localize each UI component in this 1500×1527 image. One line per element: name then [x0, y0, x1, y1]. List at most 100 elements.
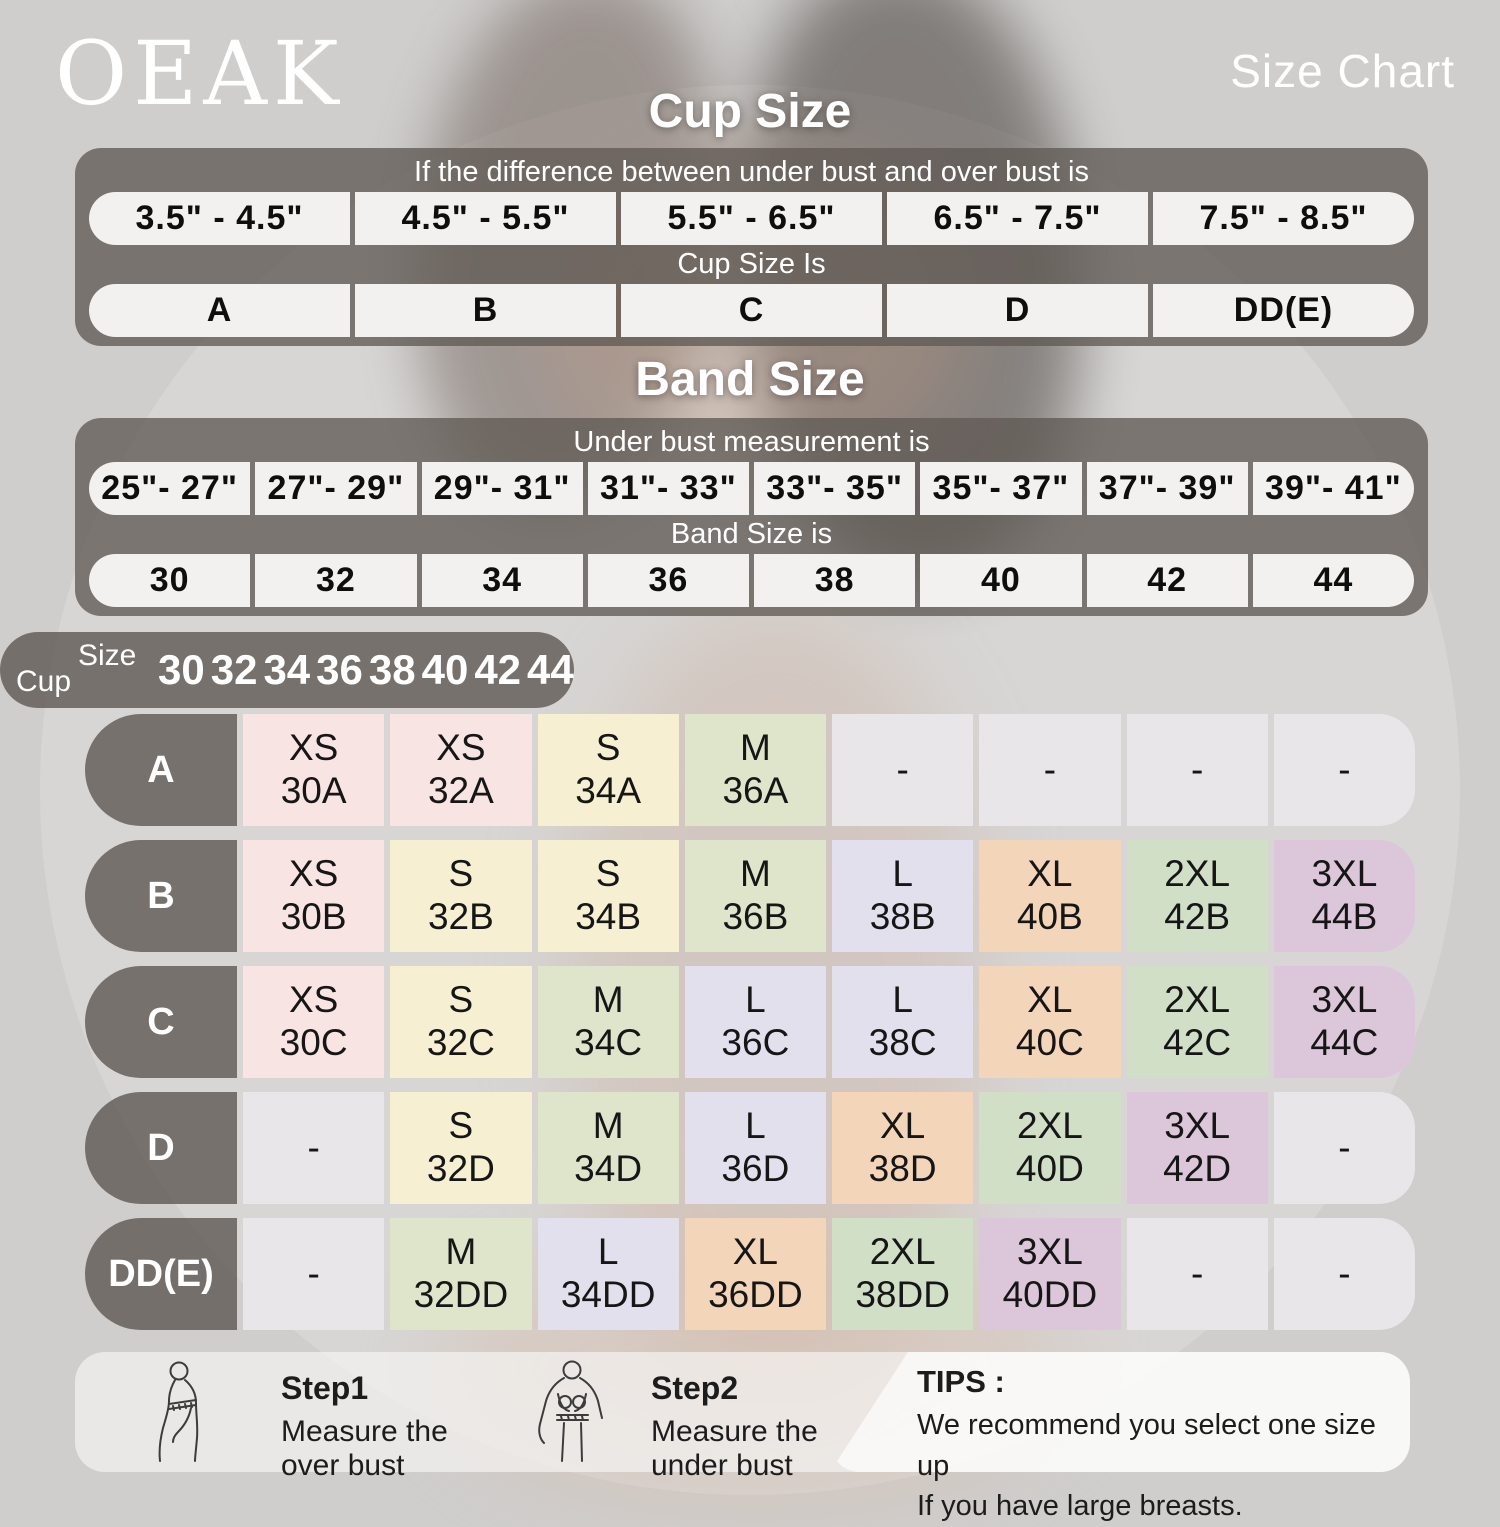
matrix-cell-size: XL	[732, 1231, 778, 1273]
matrix-cell: XS 30C	[243, 966, 385, 1078]
matrix-cell-size: M	[739, 853, 771, 895]
matrix-cell-code: 40DD	[1002, 1274, 1098, 1315]
matrix-cell-size: M	[592, 979, 624, 1021]
matrix-cell: S 32D	[390, 1092, 532, 1204]
matrix-row: B XS 30B S 32B S 34B M 36B L 38B XL 40B 2XL 42B 3XL 44B	[85, 840, 1415, 952]
matrix-cell-size: S	[595, 727, 621, 769]
matrix-cell-size: L	[745, 1105, 766, 1147]
matrix-cell-size: XS	[288, 853, 339, 895]
band-value-cell: 36	[587, 554, 749, 607]
band-range-row: 25"- 27" 27"- 29" 29"- 31" 31"- 33" 33"- 35"…	[89, 462, 1414, 515]
matrix-cell: M 34D	[537, 1092, 679, 1204]
matrix-cell-code: 38B	[869, 896, 936, 937]
band-range-cell: 33"- 35"	[754, 462, 916, 515]
cup-range-cell: 7.5" - 8.5"	[1153, 192, 1414, 245]
cup-letter-cell: A	[89, 284, 350, 337]
matrix-cell-size: M	[592, 1105, 624, 1147]
matrix-cell: L 38C	[832, 966, 974, 1078]
matrix-cell-size: XL	[1027, 853, 1073, 895]
matrix-cell-code: 32A	[427, 770, 494, 811]
cup-condition-label: If the difference between under bust and…	[414, 156, 1089, 188]
matrix-column-header: 30	[158, 646, 205, 693]
matrix-cell-code: 36C	[721, 1022, 790, 1063]
matrix-cell-size: 2XL	[869, 1231, 936, 1273]
matrix-cell-code: 42D	[1163, 1148, 1232, 1189]
cup-letter-cell: D	[887, 284, 1148, 337]
matrix-column-header: 44	[527, 646, 574, 693]
matrix-cell-code: 30B	[280, 896, 347, 937]
matrix-cell: L 36D	[684, 1092, 826, 1204]
matrix-row: C XS 30C S 32C M 34C L 36C L 38C XL 40C 2XL 42C 3XL 44C	[85, 966, 1415, 1078]
matrix-cell-code: 42C	[1163, 1022, 1232, 1063]
matrix-cell: L 38B	[832, 840, 974, 952]
matrix-cell: -	[1126, 714, 1268, 826]
matrix-cell: -	[1273, 714, 1415, 826]
matrix-cell-code: 34C	[574, 1022, 643, 1063]
matrix-cell: 3XL 42D	[1126, 1092, 1268, 1204]
matrix-row: A XS 30A XS 32A S 34A M 36A - - - -	[85, 714, 1415, 826]
matrix-cell: S 34A	[537, 714, 679, 826]
matrix-cell-size: XS	[436, 727, 486, 769]
band-size-table: Under bust measurement is 25"- 27" 27"- 2…	[75, 418, 1428, 616]
matrix-cell-size: M	[445, 1231, 477, 1273]
matrix-cell: M 36B	[684, 840, 826, 952]
matrix-cell: M 32DD	[390, 1218, 532, 1330]
matrix-cell-size: L	[892, 979, 913, 1021]
matrix-cell: -	[1273, 1218, 1415, 1330]
tips-panel	[830, 1352, 1410, 1472]
matrix-cell-size: 2XL	[1164, 979, 1231, 1021]
tips-line1: We recommend you select one size up	[917, 1409, 1376, 1482]
band-result-label: Band Size is	[670, 518, 833, 550]
cup-range-row: 3.5" - 4.5" 4.5" - 5.5" 5.5" - 6.5" 6.5" - …	[89, 192, 1414, 245]
matrix-row-label: DD(E)	[85, 1218, 237, 1330]
matrix-cell: S 32C	[390, 966, 532, 1078]
matrix-cell-code: 40B	[1016, 896, 1083, 937]
matrix-cell-size: XL	[879, 1105, 926, 1147]
matrix-cell-size: S	[448, 853, 474, 895]
band-value-cell: 40	[920, 554, 1082, 607]
matrix-cell-size: S	[448, 1105, 474, 1147]
matrix-row: D - S 32D M 34D L 36D XL 38D 2XL 40D 3XL 42D -	[85, 1092, 1415, 1204]
band-range-cell: 25"- 27"	[89, 462, 251, 515]
cup-letter-cell: C	[621, 284, 882, 337]
tips-block: TIPS : We recommend you select one size …	[917, 1364, 1410, 1527]
matrix-cell-size: XS	[288, 727, 339, 769]
matrix-cell: XL 36DD	[684, 1218, 826, 1330]
step1-line2: over bust	[281, 1448, 405, 1482]
step2-title: Step2	[651, 1370, 739, 1406]
matrix-corner: Size Cup	[0, 632, 152, 708]
matrix-cell: -	[832, 714, 974, 826]
cup-range-cell: 6.5" - 7.5"	[887, 192, 1148, 245]
band-value-cell: 32	[255, 554, 417, 607]
matrix-row: DD(E) - M 32DD L 34DD XL 36DD 2XL 38DD 3XL 40DD - -	[85, 1218, 1415, 1330]
band-value-cell: 42	[1086, 554, 1248, 607]
step2-line2: under bust	[651, 1448, 793, 1482]
matrix-column-header: 40	[421, 646, 469, 693]
matrix-cell: L 34DD	[537, 1218, 679, 1330]
matrix-cell: -	[1126, 1218, 1268, 1330]
cup-range-cell: 4.5" - 5.5"	[355, 192, 616, 245]
cup-letter-row: A B C D DD(E)	[89, 284, 1414, 337]
matrix-cell-code: 32D	[426, 1148, 495, 1189]
matrix-cell-code: 36A	[722, 770, 789, 811]
matrix-cell-size: 3XL	[1311, 853, 1378, 895]
matrix-cell-dash: -	[1190, 748, 1204, 790]
band-size-title: Band Size	[635, 353, 865, 406]
matrix-cell-size: 2XL	[1016, 1105, 1083, 1147]
matrix-column-header: 42	[474, 646, 522, 693]
matrix-cell: 2XL 42B	[1126, 840, 1268, 952]
tips-title: TIPS :	[917, 1364, 1005, 1399]
matrix-cell-code: 32B	[427, 896, 494, 937]
matrix-cell-code: 30A	[280, 770, 347, 811]
matrix-cell-dash: -	[1190, 1252, 1204, 1294]
step1-title: Step1	[281, 1370, 369, 1406]
matrix-cell-size: L	[745, 979, 766, 1021]
brand-logo: OEAK	[55, 22, 345, 125]
matrix-cell-code: 40D	[1015, 1148, 1084, 1189]
matrix-cell: -	[1273, 1092, 1415, 1204]
matrix-cell-size: S	[595, 853, 621, 895]
band-range-cell: 37"- 39"	[1086, 462, 1248, 515]
matrix-corner-size-label: Size	[78, 639, 137, 672]
band-range-cell: 27"- 29"	[255, 462, 417, 515]
matrix-cell-code: 38C	[868, 1022, 937, 1063]
